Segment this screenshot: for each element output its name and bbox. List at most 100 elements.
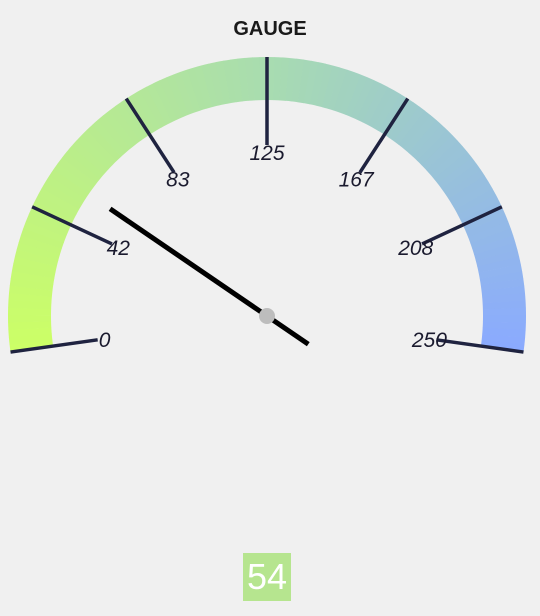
gauge-arc-segment xyxy=(49,169,90,199)
gauge-arc-segment xyxy=(339,72,362,115)
gauge-arc-segment xyxy=(9,285,53,297)
gauge-arc-segment xyxy=(9,278,54,291)
gauge-arc-segment xyxy=(8,307,52,316)
gauge-arc-segment xyxy=(16,242,60,261)
gauge-arc-segment xyxy=(8,314,52,323)
gauge-arc-segment xyxy=(244,57,255,101)
gauge-arc-segment xyxy=(180,69,201,113)
gauge-arc-segment xyxy=(133,90,162,131)
gauge-arc-segment xyxy=(62,151,101,184)
gauge-arc-segment xyxy=(20,228,64,249)
gauge-arc-segment xyxy=(10,270,55,285)
gauge-arc-segment xyxy=(8,292,52,304)
gauge-arc-segment xyxy=(53,163,93,194)
gauge-arc-segment xyxy=(472,235,516,255)
gauge-arc-segment xyxy=(333,69,355,113)
gauge-arc-segment xyxy=(468,221,511,244)
gauge-arc-segment xyxy=(13,256,57,273)
gauge-tick xyxy=(10,338,98,354)
gauge-arc-segment xyxy=(465,214,509,238)
gauge-tick-label: 250 xyxy=(411,329,447,352)
gauge-value-box: 54 xyxy=(243,553,291,601)
gauge-arc-segment xyxy=(152,80,178,123)
gauge-arc-segment xyxy=(139,86,167,128)
gauge-arc-segment xyxy=(383,97,414,138)
gauge-arc-segment xyxy=(398,110,431,149)
gauge-arc-segment xyxy=(479,271,524,285)
gauge-arc-segment xyxy=(327,67,348,111)
gauge-arc-segment xyxy=(86,124,122,161)
gauge-arc-segment xyxy=(477,256,521,273)
gauge-arc-segment xyxy=(34,194,77,221)
gauge-arc-segment xyxy=(208,62,225,106)
gauge-arc-segment xyxy=(356,80,382,123)
gauge-arc-segment xyxy=(482,293,526,304)
gauge-arc-segment xyxy=(345,74,368,118)
gauge-tick xyxy=(31,205,113,246)
gauge-arc-segment xyxy=(222,59,237,104)
gauge-arc-segment xyxy=(408,120,443,157)
gauge-value-label: 54 xyxy=(246,556,288,597)
gauge-arc-segment xyxy=(41,181,83,210)
gauge-arc-segment xyxy=(159,77,184,120)
gauge-arc-segment xyxy=(478,263,523,279)
gauge-arc-segment xyxy=(230,58,243,103)
gauge-arc-segment xyxy=(103,110,136,149)
gauge-tick-labels: 0 42 83 125 167 208 250 xyxy=(99,142,447,352)
gauge-arc-segment xyxy=(273,57,283,101)
gauge-arc-segment xyxy=(482,307,526,316)
gauge-arc-segment xyxy=(187,67,207,111)
gauge-needle xyxy=(108,206,310,347)
gauge-arc-segment xyxy=(321,65,341,109)
gauge-needle-line xyxy=(108,206,310,347)
gauge-arc-segment xyxy=(45,175,86,205)
gauge-arc-segment xyxy=(201,63,219,108)
gauge-tick xyxy=(436,338,524,354)
gauge-arc-segment xyxy=(309,62,326,106)
gauge-arc-segment xyxy=(127,93,156,135)
gauge-arc-segment xyxy=(173,71,195,115)
gauge-arc-segment xyxy=(57,157,97,189)
gauge-arc-segment xyxy=(474,242,518,261)
gauge-arc-segment xyxy=(291,58,305,103)
gauge-arc-segment xyxy=(8,327,52,338)
gauge-arc-segment xyxy=(417,130,453,166)
gauge-arc-segment xyxy=(279,57,290,101)
gauge-arc xyxy=(8,56,526,353)
gauge-arc-segment xyxy=(457,194,500,221)
gauge-arc-segment xyxy=(433,151,473,185)
gauge-arc-segment xyxy=(437,157,477,189)
gauge-arc-segment xyxy=(482,300,526,310)
gauge-arc-segment xyxy=(425,140,463,175)
gauge-arc-segment xyxy=(470,228,514,250)
gauge-arc-segment xyxy=(215,60,231,105)
gauge-arc-segment xyxy=(480,278,525,292)
gauge-arc-segment xyxy=(403,115,437,153)
gauge-ticks xyxy=(10,57,524,354)
gauge-arc-segment xyxy=(8,321,52,331)
gauge-arc-segment xyxy=(194,65,213,109)
gauge-arc-segment xyxy=(451,181,493,210)
gauge-arc-segment xyxy=(92,119,126,157)
gauge-tick xyxy=(358,97,410,174)
gauge-arc-segment xyxy=(252,57,262,101)
gauge-arc-segment xyxy=(430,146,468,180)
gauge-arc-segment xyxy=(463,207,506,232)
gauge-arc-segment xyxy=(315,63,334,108)
gauge-arc-segment xyxy=(454,188,496,216)
gauge-arc-segment xyxy=(421,135,458,170)
gauge-arc-segment xyxy=(38,187,80,215)
gauge-arc-segment xyxy=(475,249,520,267)
gauge-arc-segment xyxy=(109,106,141,145)
gauge-arc-segment xyxy=(25,214,69,238)
gauge-arc-segment xyxy=(362,83,388,126)
gauge-arc-segment xyxy=(23,221,67,243)
gauge-arc-segment xyxy=(482,327,526,338)
gauge-arc-segment xyxy=(18,235,62,255)
gauge-arc-segment xyxy=(11,263,56,279)
gauge-arc-segment xyxy=(445,169,485,200)
gauge-arc-segment xyxy=(393,106,426,145)
gauge-arc-segment xyxy=(14,249,59,267)
gauge-needle-hub xyxy=(259,308,275,324)
